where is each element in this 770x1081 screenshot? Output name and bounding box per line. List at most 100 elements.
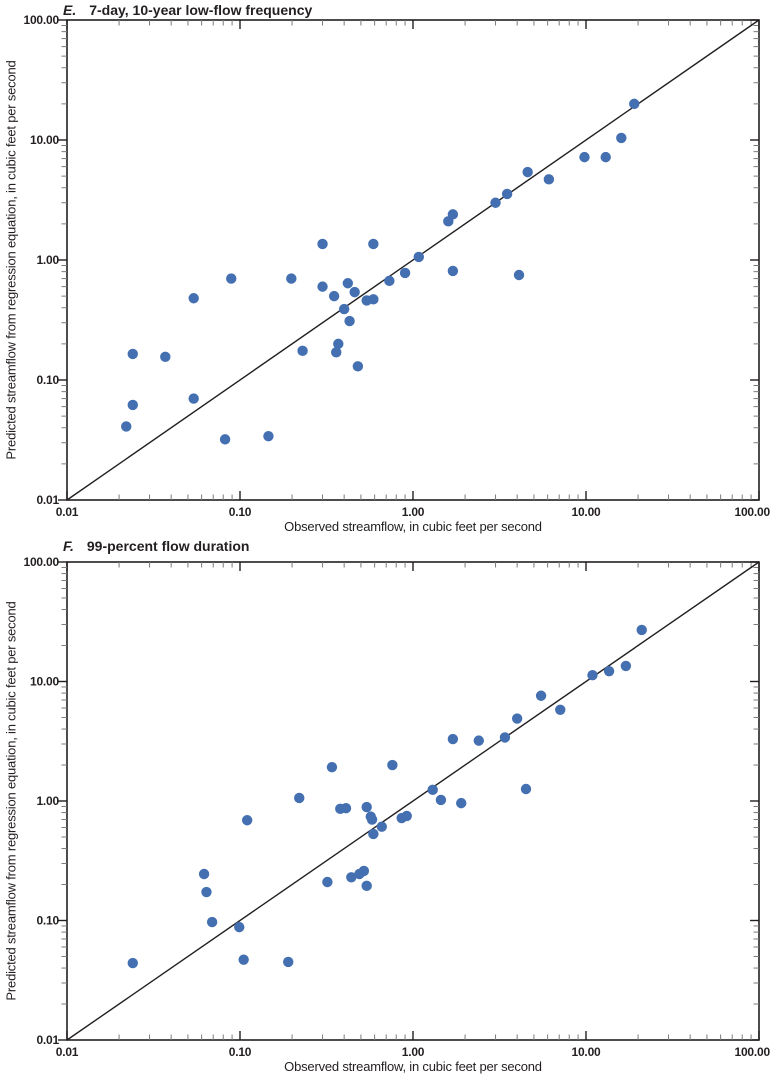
- data-point: [344, 315, 355, 327]
- data-point: [473, 735, 484, 746]
- data-point: [499, 732, 511, 743]
- data-point: [238, 954, 249, 965]
- data-point: [543, 174, 555, 185]
- y-tick-label: 0.10: [36, 914, 59, 928]
- x-tick-label: 100.00: [734, 505, 770, 519]
- data-point: [535, 690, 547, 701]
- axis-ticks: [58, 561, 760, 1041]
- panel-e-title-text: 7-day, 10-year low-flow frequency: [89, 2, 313, 18]
- data-point: [294, 792, 305, 804]
- x-tick-label: 0.01: [56, 1045, 79, 1059]
- data-point: [283, 956, 294, 968]
- data-point: [333, 338, 344, 350]
- y-tick-label: 100.00: [23, 555, 59, 569]
- data-point: [331, 347, 342, 358]
- data-point: [198, 868, 210, 880]
- data-point: [234, 921, 245, 933]
- data-point: [263, 431, 274, 442]
- data-point: [127, 399, 138, 411]
- data-point: [447, 733, 459, 745]
- data-point: [501, 188, 513, 200]
- data-point: [603, 665, 615, 677]
- data-point: [160, 351, 171, 363]
- data-point: [522, 166, 533, 178]
- data-point: [349, 286, 360, 298]
- data-point: [447, 265, 459, 277]
- panel-f-letter: F.: [63, 538, 74, 554]
- data-point: [456, 797, 467, 809]
- x-tick-label: 0.10: [229, 505, 252, 519]
- data-point: [368, 828, 379, 840]
- data-point: [297, 345, 308, 357]
- panel-e-letter: E.: [63, 2, 77, 18]
- data-point: [188, 393, 199, 404]
- data-point: [555, 704, 566, 715]
- data-point: [206, 916, 218, 928]
- data-point: [490, 197, 501, 208]
- y-tick-label: 100.00: [23, 13, 59, 27]
- panel-f-title: F. 99-percent flow duration: [63, 538, 249, 554]
- y-tick-label: 1.00: [36, 253, 59, 267]
- data-point: [427, 784, 438, 796]
- x-tick-label: 0.10: [229, 1045, 252, 1059]
- x-tick-label: 0.01: [56, 505, 79, 519]
- y-tick-label: 1.00: [36, 794, 59, 808]
- x-tick-label: 10.00: [571, 505, 601, 519]
- data-point: [342, 278, 354, 289]
- data-point: [600, 151, 611, 163]
- data-point: [338, 303, 350, 315]
- data-point: [399, 267, 411, 279]
- x-tick-label: 100.00: [734, 1045, 770, 1059]
- data-point: [326, 761, 338, 773]
- data-point: [435, 794, 447, 806]
- y-tick-label: 0.01: [36, 493, 59, 507]
- y-tick-label: 0.10: [36, 373, 59, 387]
- panel-e-y-axis-title: Predicted streamflow from regression equ…: [3, 60, 19, 460]
- x-tick-label: 1.00: [402, 505, 425, 519]
- data-point: [368, 238, 379, 250]
- panel-f-plot: 0.010.01 0.10 0.10 1.00 1.00 10.00 10.00 100.00…: [23, 555, 770, 1059]
- data-point: [361, 880, 372, 892]
- data-point: [322, 876, 333, 888]
- data-point: [616, 132, 627, 144]
- y-tick-label: 10.00: [30, 675, 60, 689]
- data-point: [346, 872, 357, 883]
- data-point: [317, 238, 328, 250]
- data-point: [241, 815, 253, 826]
- data-point: [511, 713, 523, 724]
- data-point: [620, 660, 632, 672]
- data-point: [587, 669, 598, 681]
- data-point: [201, 886, 212, 898]
- data-point: [219, 434, 231, 445]
- one-to-one-line: [66, 561, 760, 1041]
- y-tick-label: 0.01: [36, 1033, 59, 1047]
- data-point: [328, 290, 340, 302]
- data-point: [520, 783, 532, 795]
- data-point: [127, 957, 138, 969]
- x-tick-label: 1.00: [402, 1045, 425, 1059]
- panel-f-title-text: 99-percent flow duration: [86, 538, 250, 554]
- one-to-one-line: [66, 19, 760, 501]
- data-point: [629, 98, 640, 110]
- y-tick-label: 10.00: [30, 133, 60, 147]
- data-point: [413, 251, 424, 263]
- data-point: [121, 421, 132, 432]
- panel-f-x-axis-title: Observed streamflow, in cubic feet per s…: [284, 1059, 542, 1074]
- data-point: [636, 624, 647, 636]
- axis-ticks: [58, 19, 760, 501]
- x-tick-label: 10.00: [571, 1045, 601, 1059]
- data-point: [513, 269, 525, 281]
- data-point: [317, 281, 328, 292]
- data-point: [361, 801, 372, 813]
- data-point: [368, 294, 379, 305]
- panel-e-x-axis-title: Observed streamflow, in cubic feet per s…: [284, 519, 542, 534]
- data-point: [447, 209, 459, 220]
- panel-e-title: E. 7-day, 10-year low-flow frequency: [63, 2, 312, 18]
- data-point: [226, 273, 237, 284]
- data-point: [579, 151, 590, 163]
- data-point: [127, 348, 138, 360]
- data-point: [376, 821, 387, 832]
- data-point: [188, 293, 199, 304]
- panel-e-plot: 0.010.01 0.10 0.10 1.00 1.00 10.00 10.00 100.00…: [23, 13, 770, 519]
